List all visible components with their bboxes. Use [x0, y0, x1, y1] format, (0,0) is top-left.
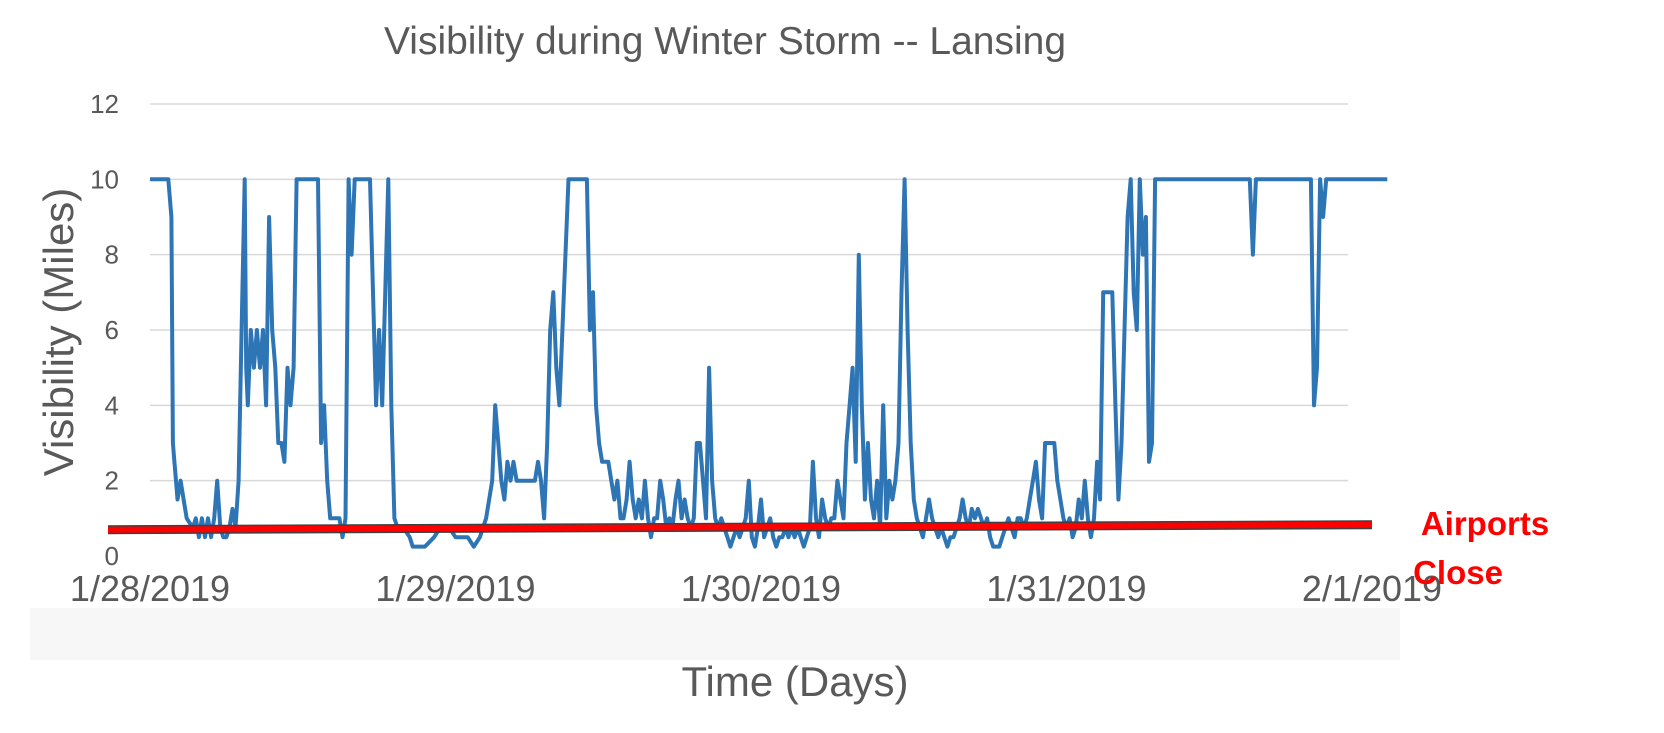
y-tick-labels: 0 2 4 6 8 10 12	[90, 89, 119, 571]
chart-title: Visibility during Winter Storm -- Lansin…	[383, 20, 1067, 63]
y-tick-label: 2	[105, 466, 119, 496]
threshold-line	[107, 521, 1373, 533]
x-axis-band	[30, 608, 1400, 660]
grid-layer	[150, 103, 1348, 482]
threshold-label-line1: Airports	[1421, 505, 1549, 542]
x-tick-label: 2/1/2019	[1302, 568, 1442, 609]
y-tick-label: 6	[105, 315, 119, 345]
threshold-layer	[107, 520, 1373, 535]
x-tick-label: 1/29/2019	[375, 568, 535, 609]
y-tick-label: 12	[90, 89, 119, 119]
y-tick-label: 4	[105, 390, 119, 420]
y-tick-label: 8	[105, 240, 119, 270]
threshold-label-line2: Close	[1413, 554, 1503, 591]
y-tick-label: 0	[105, 541, 119, 571]
y-tick-label: 10	[90, 164, 119, 194]
x-tick-label: 1/30/2019	[681, 568, 841, 609]
x-axis-title: Time (Days)	[681, 658, 908, 705]
series-layer	[150, 177, 1388, 549]
series-line	[150, 177, 1388, 549]
y-axis-title: Visibility (Miles)	[35, 188, 82, 477]
x-tick-labels: 1/28/2019 1/29/2019 1/30/2019 1/31/2019 2/1/…	[70, 568, 1442, 609]
x-tick-label: 1/28/2019	[70, 568, 230, 609]
x-tick-label: 1/31/2019	[986, 568, 1146, 609]
